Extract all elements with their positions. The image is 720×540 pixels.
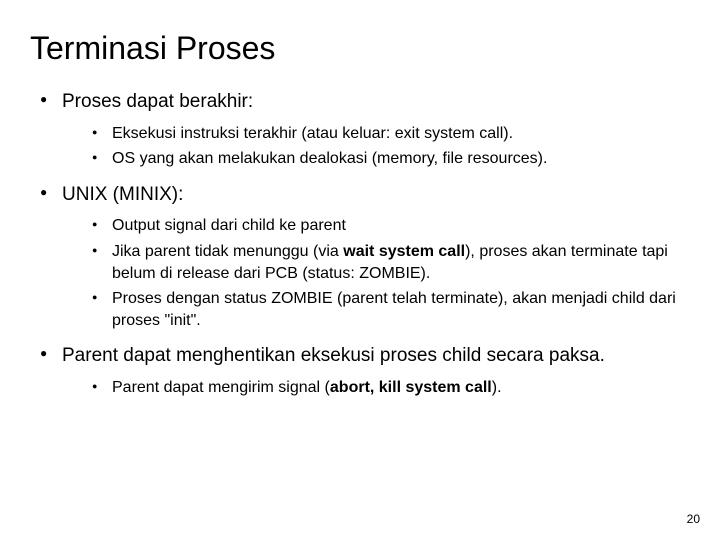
- list-item: Output signal dari child ke parent: [92, 215, 690, 237]
- bullet-list-level2: Output signal dari child ke parent Jika …: [62, 215, 690, 331]
- list-item: OS yang akan melakukan dealokasi (memory…: [92, 148, 690, 170]
- list-item: Eksekusi instruksi terakhir (atau keluar…: [92, 123, 690, 145]
- list-item-text: Proses dapat berakhir:: [62, 91, 253, 112]
- list-item-text: Eksekusi instruksi terakhir (atau keluar…: [112, 125, 513, 142]
- list-item-text: Jika parent tidak menunggu (via wait sys…: [112, 243, 668, 282]
- slide-title: Terminasi Proses: [30, 30, 690, 67]
- list-item: Proses dengan status ZOMBIE (parent tela…: [92, 288, 690, 331]
- page-number: 20: [687, 512, 700, 526]
- list-item: Jika parent tidak menunggu (via wait sys…: [92, 241, 690, 284]
- list-item-text: Proses dengan status ZOMBIE (parent tela…: [112, 290, 676, 329]
- list-item-text: OS yang akan melakukan dealokasi (memory…: [112, 150, 547, 167]
- bullet-list-level2: Eksekusi instruksi terakhir (atau keluar…: [62, 123, 690, 170]
- list-item: Parent dapat menghentikan eksekusi prose…: [40, 343, 690, 398]
- list-item: UNIX (MINIX): Output signal dari child k…: [40, 182, 690, 332]
- list-item-text: Output signal dari child ke parent: [112, 217, 346, 234]
- bullet-list-level2: Parent dapat mengirim signal (abort, kil…: [62, 377, 690, 399]
- list-item-text: UNIX (MINIX):: [62, 184, 183, 205]
- list-item: Proses dapat berakhir: Eksekusi instruks…: [40, 89, 690, 170]
- list-item-text: Parent dapat menghentikan eksekusi prose…: [62, 345, 605, 366]
- bullet-list-level1: Proses dapat berakhir: Eksekusi instruks…: [30, 89, 690, 399]
- list-item: Parent dapat mengirim signal (abort, kil…: [92, 377, 690, 399]
- slide-container: Terminasi Proses Proses dapat berakhir: …: [0, 0, 720, 540]
- list-item-text: Parent dapat mengirim signal (abort, kil…: [112, 379, 502, 396]
